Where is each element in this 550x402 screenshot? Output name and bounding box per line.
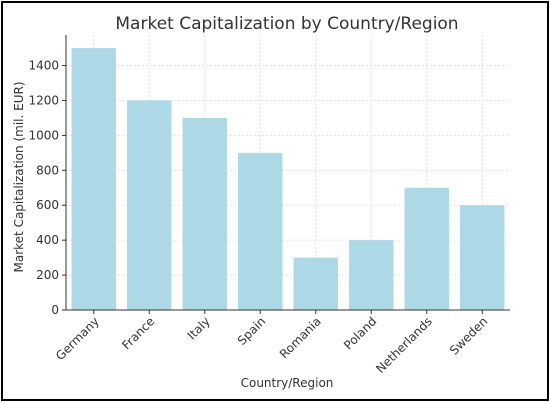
y-tick-label: 800 [36,163,59,177]
bar-sweden [460,205,505,310]
y-axis-title: Market Capitalization (mil. EUR) [12,82,26,273]
y-tick-label: 1400 [28,59,59,73]
x-tick-label: Italy [185,314,213,342]
y-tick-label: 1000 [28,128,59,142]
chart-title: Market Capitalization by Country/Region [115,14,458,34]
x-axis-title: Country/Region [241,376,334,390]
bar-france [127,100,172,310]
bar-italy [182,117,227,310]
y-tick-label: 400 [36,233,59,247]
bar-romania [293,257,338,310]
x-tick-label: Spain [235,314,269,348]
axes [65,35,510,311]
y-tick-label: 1200 [28,93,59,107]
x-tick-label: France [119,314,157,352]
bar-poland [349,240,394,310]
x-tick-label: Netherlands [373,314,435,376]
y-tick-label: 600 [36,198,59,212]
y-tick-label: 200 [36,268,59,282]
bar-netherlands [404,187,449,310]
bar-germany [71,48,116,310]
bars [71,48,505,310]
x-tick-label: Germany [53,314,102,363]
bar-spain [238,152,283,310]
x-tick-label: Sweden [447,314,490,357]
bar-chart: Market Capitalization by Country/Region … [12,14,510,390]
y-axis-ticks: 0 200 400 600 800 1000 1200 1400 [28,59,66,317]
x-axis-ticks: Germany France Italy Spain Romania PolandNeth… [53,310,490,376]
x-tick-label: Poland [341,314,379,352]
y-tick-label: 0 [51,303,59,317]
x-tick-label: Romania [277,314,324,361]
